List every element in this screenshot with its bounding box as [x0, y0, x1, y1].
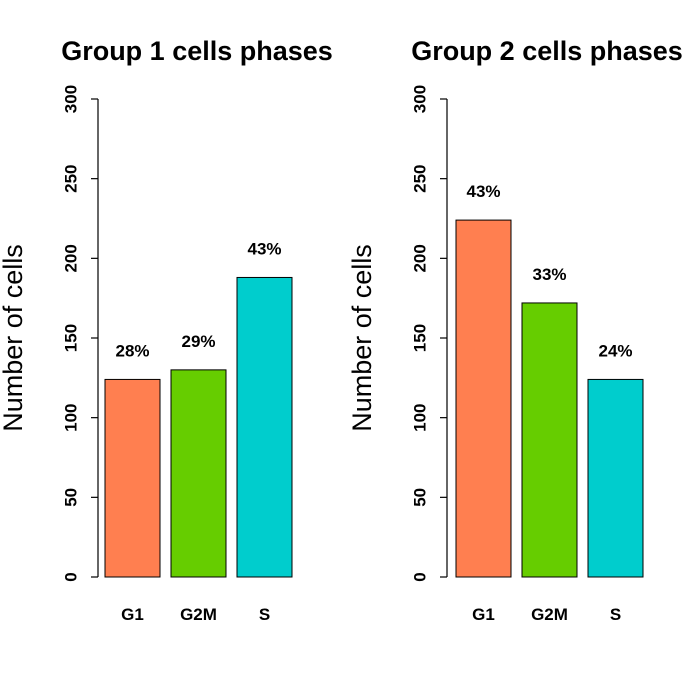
chart-2-data-label-g1: 43%	[466, 182, 500, 201]
chart-1-category-label-g2m: G2M	[180, 605, 217, 624]
chart-1-category-label-g1: G1	[121, 605, 144, 624]
chart-1-y-tick-label: 50	[62, 488, 81, 507]
chart-2-category-label-g1: G1	[472, 605, 495, 624]
chart-2-y-tick-label: 150	[411, 324, 430, 352]
chart-1-y-tick-label: 150	[62, 324, 81, 352]
chart-2-y-tick-label: 200	[411, 244, 430, 272]
chart-2-bar-g2m	[521, 302, 578, 578]
chart-2-y-tick-label: 300	[411, 85, 430, 113]
chart-1-data-label-g2m: 29%	[181, 332, 215, 351]
chart-1-data-label-s: 43%	[247, 239, 281, 258]
chart-1-y-tick-label: 0	[62, 572, 81, 581]
chart-2-data-label-s: 24%	[598, 341, 632, 360]
chart-1-y-axis-label: Number of cells	[0, 244, 28, 432]
chart-2-title: Group 2 cells phases	[411, 36, 683, 66]
chart-2-data-label-g2m: 33%	[532, 265, 566, 284]
chart-2-y-tick-label: 250	[411, 164, 430, 192]
chart-1-bar-g2m	[170, 369, 227, 578]
chart-1-title: Group 1 cells phases	[61, 36, 333, 66]
chart-2-y-axis-label: Number of cells	[347, 244, 377, 432]
chart-2-bar-s	[587, 378, 644, 578]
chart-2-y-tick-label: 100	[411, 403, 430, 431]
chart-1-y-tick-label: 300	[62, 85, 81, 113]
chart-2-y-tick-label: 0	[411, 572, 430, 581]
chart-1-data-label-g1: 28%	[115, 341, 149, 360]
chart-1-y-tick-label: 250	[62, 164, 81, 192]
chart-1-category-label-s: S	[259, 605, 270, 624]
chart-2-y-tick-label: 50	[411, 488, 430, 507]
chart-2-category-label-s: S	[610, 605, 621, 624]
chart-2-category-label-g2m: G2M	[531, 605, 568, 624]
chart-1-y-tick-label: 100	[62, 403, 81, 431]
chart-1-bar-s	[236, 276, 293, 578]
chart-1-bar-g1	[104, 378, 161, 578]
chart-2-bar-g1	[455, 219, 512, 578]
chart-1-y-tick-label: 200	[62, 244, 81, 272]
